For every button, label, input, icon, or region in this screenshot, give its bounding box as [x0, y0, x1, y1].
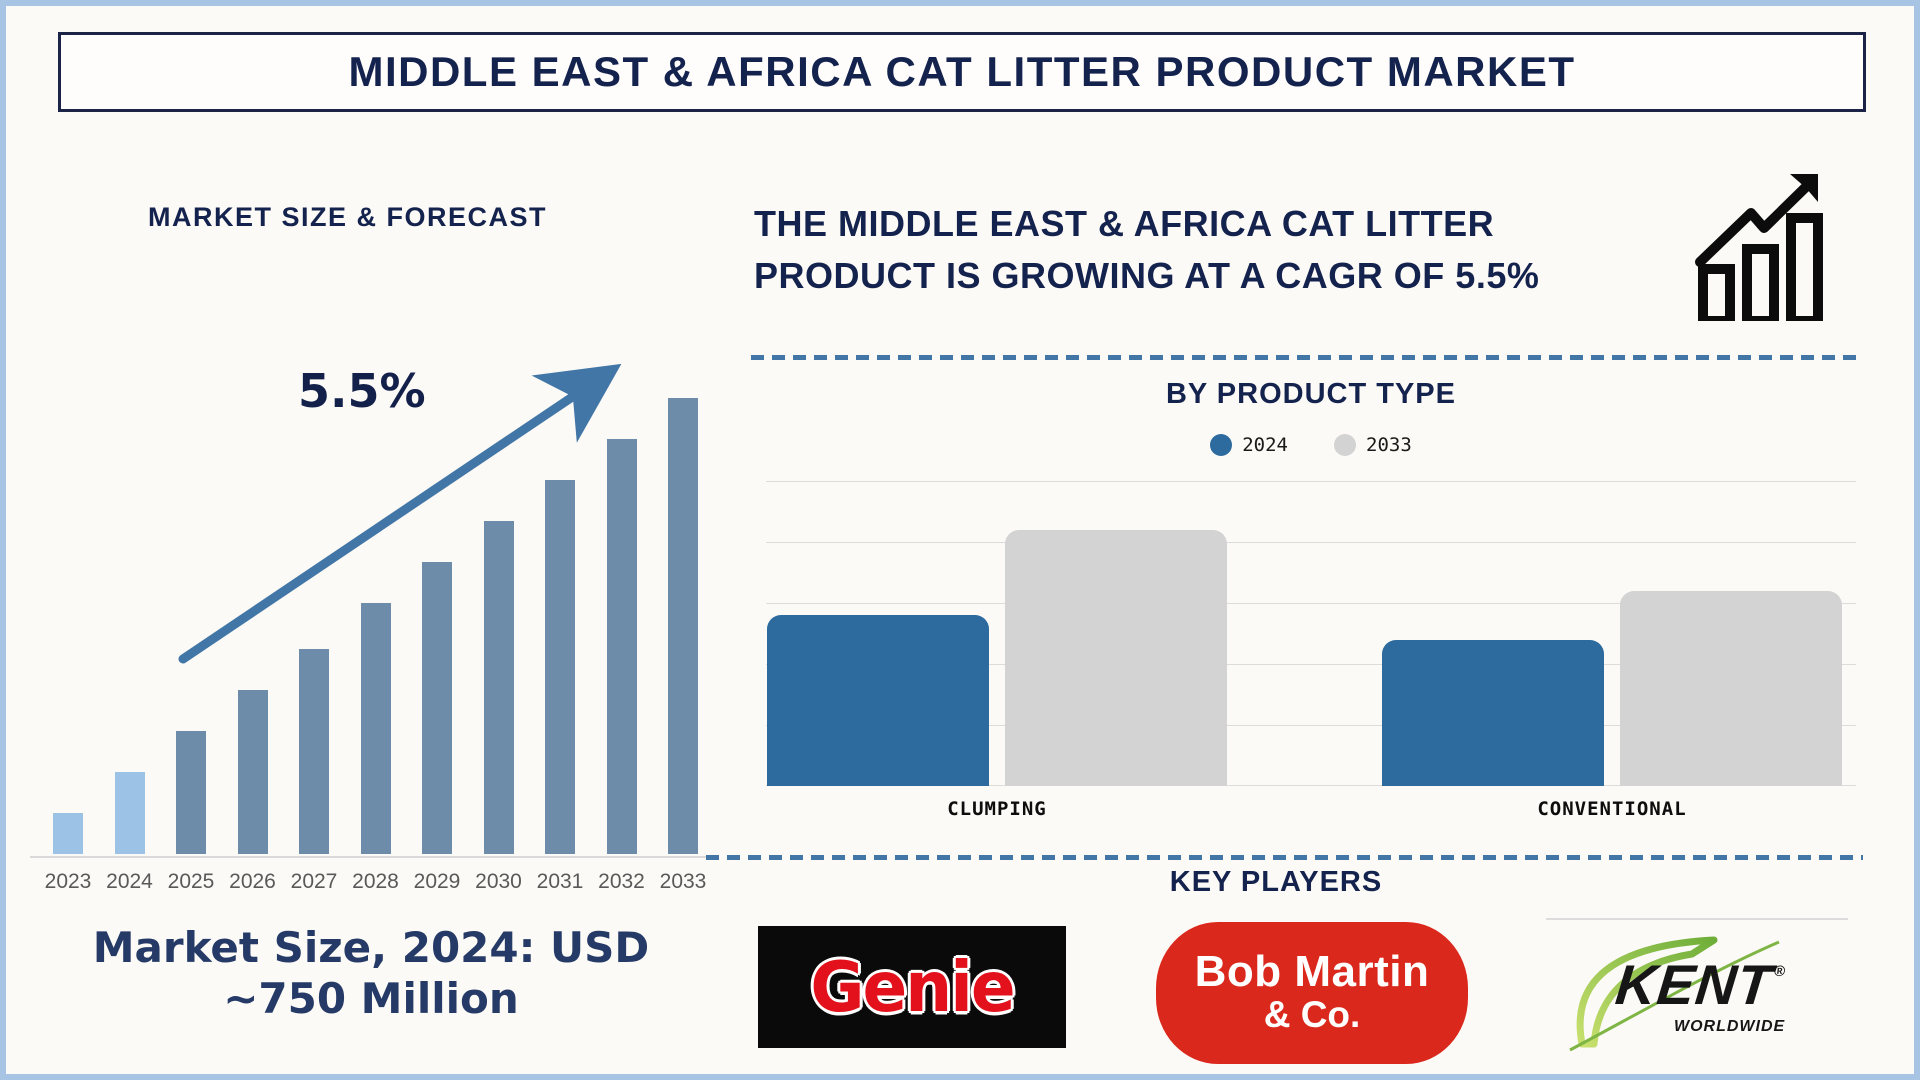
x-label-2032: 2032	[598, 870, 645, 893]
x-label-2029: 2029	[413, 870, 461, 893]
product-type-category-axis: CLUMPING CONVENTIONAL	[766, 798, 1856, 824]
x-label-2028: 2028	[352, 870, 399, 893]
bar-2033	[668, 398, 698, 854]
gridline	[766, 481, 1856, 482]
kent-logo-text: KENT®	[1612, 953, 1787, 1016]
key-players-title: KEY PLAYERS	[1169, 866, 1383, 898]
kent-logo-subtext: WORLDWIDE	[1674, 1018, 1786, 1035]
legend-item-2033: 2033	[1334, 434, 1412, 456]
gridline	[766, 664, 1856, 665]
bar-clumping-2024	[767, 615, 989, 786]
x-label-2030: 2030	[475, 870, 522, 893]
bob-martin-logo-line2: & Co.	[1263, 993, 1361, 1035]
gridline	[766, 542, 1856, 543]
gridline	[766, 603, 1856, 604]
bar-2026	[237, 690, 268, 854]
x-label-2023: 2023	[44, 870, 92, 893]
bar-2027	[299, 649, 329, 854]
x-label-2024: 2024	[106, 870, 153, 893]
bar-2032	[606, 439, 637, 854]
bar-conventional-2033	[1620, 591, 1842, 786]
x-label-2026: 2026	[229, 870, 276, 893]
growth-trend-arrow-icon	[178, 363, 622, 664]
market-size-bar-chart	[36, 398, 712, 854]
category-label-clumping: CLUMPING	[947, 798, 1047, 820]
bar-2031	[545, 480, 575, 854]
x-label-2031: 2031	[536, 870, 584, 893]
page-title: MIDDLE EAST & AFRICA CAT LITTER PRODUCT …	[348, 48, 1576, 95]
gridline	[766, 725, 1856, 726]
left-chart-title: MARKET SIZE & FORECAST	[148, 202, 548, 232]
left-chart-year-axis: 2023 2024 2025 2026 2027 2028 2029 2030 2031 2032…	[36, 870, 712, 898]
category-label-conventional: CONVENTIONAL	[1537, 798, 1687, 820]
bar-2028	[360, 603, 391, 854]
legend-item-2024: 2024	[1210, 434, 1288, 456]
x-label-2027: 2027	[290, 870, 338, 893]
cagr-headline: THE MIDDLE EAST & AFRICA CAT LITTER PROD…	[754, 203, 1540, 297]
bar-2024	[114, 772, 145, 854]
x-label-2033: 2033	[659, 870, 707, 893]
genie-logo: Genie	[758, 926, 1066, 1048]
legend-label-2033: 2033	[1366, 434, 1412, 456]
bar-2030	[483, 521, 514, 854]
product-type-bar-chart	[766, 481, 1856, 786]
genie-logo-text: Genie	[810, 946, 1015, 1028]
bar-2023	[53, 813, 83, 854]
left-chart-baseline	[30, 856, 712, 858]
dashed-divider-top	[751, 355, 1863, 360]
x-label-2025: 2025	[167, 870, 215, 893]
bar-conventional-2024	[1382, 640, 1604, 786]
market-size-caption-line2: ~750 Million	[223, 974, 519, 1024]
bar-clumping-2033	[1005, 530, 1227, 786]
kent-leaf-icon	[1569, 936, 1780, 1052]
bar-2025	[176, 731, 206, 854]
main-title-box: MIDDLE EAST & AFRICA CAT LITTER PRODUCT …	[58, 32, 1866, 112]
bob-martin-logo-line1: Bob Martin	[1194, 946, 1430, 996]
product-type-legend: 2024 2033	[766, 434, 1856, 456]
bar-2029	[422, 562, 452, 854]
market-size-caption-line1: Market Size, 2024: USD	[92, 923, 650, 972]
bob-martin-logo: Bob Martin & Co.	[1156, 922, 1468, 1064]
legend-dot-2024	[1210, 434, 1233, 456]
legend-dot-2033	[1334, 434, 1356, 456]
registered-mark: ®	[1772, 963, 1787, 980]
market-size-caption: Market Size, 2024: USD ~750 Million	[46, 922, 696, 1024]
cagr-percent-label: 5.5%	[298, 364, 426, 418]
legend-label-2024: 2024	[1242, 434, 1288, 456]
gridline	[766, 785, 1856, 786]
bar-growth-icon	[1695, 174, 1823, 321]
kent-logo: KENT® WORLDWIDE	[1546, 918, 1848, 1060]
dashed-divider-bottom	[706, 855, 1863, 860]
product-type-chart-title: BY PRODUCT TYPE	[1165, 378, 1456, 410]
